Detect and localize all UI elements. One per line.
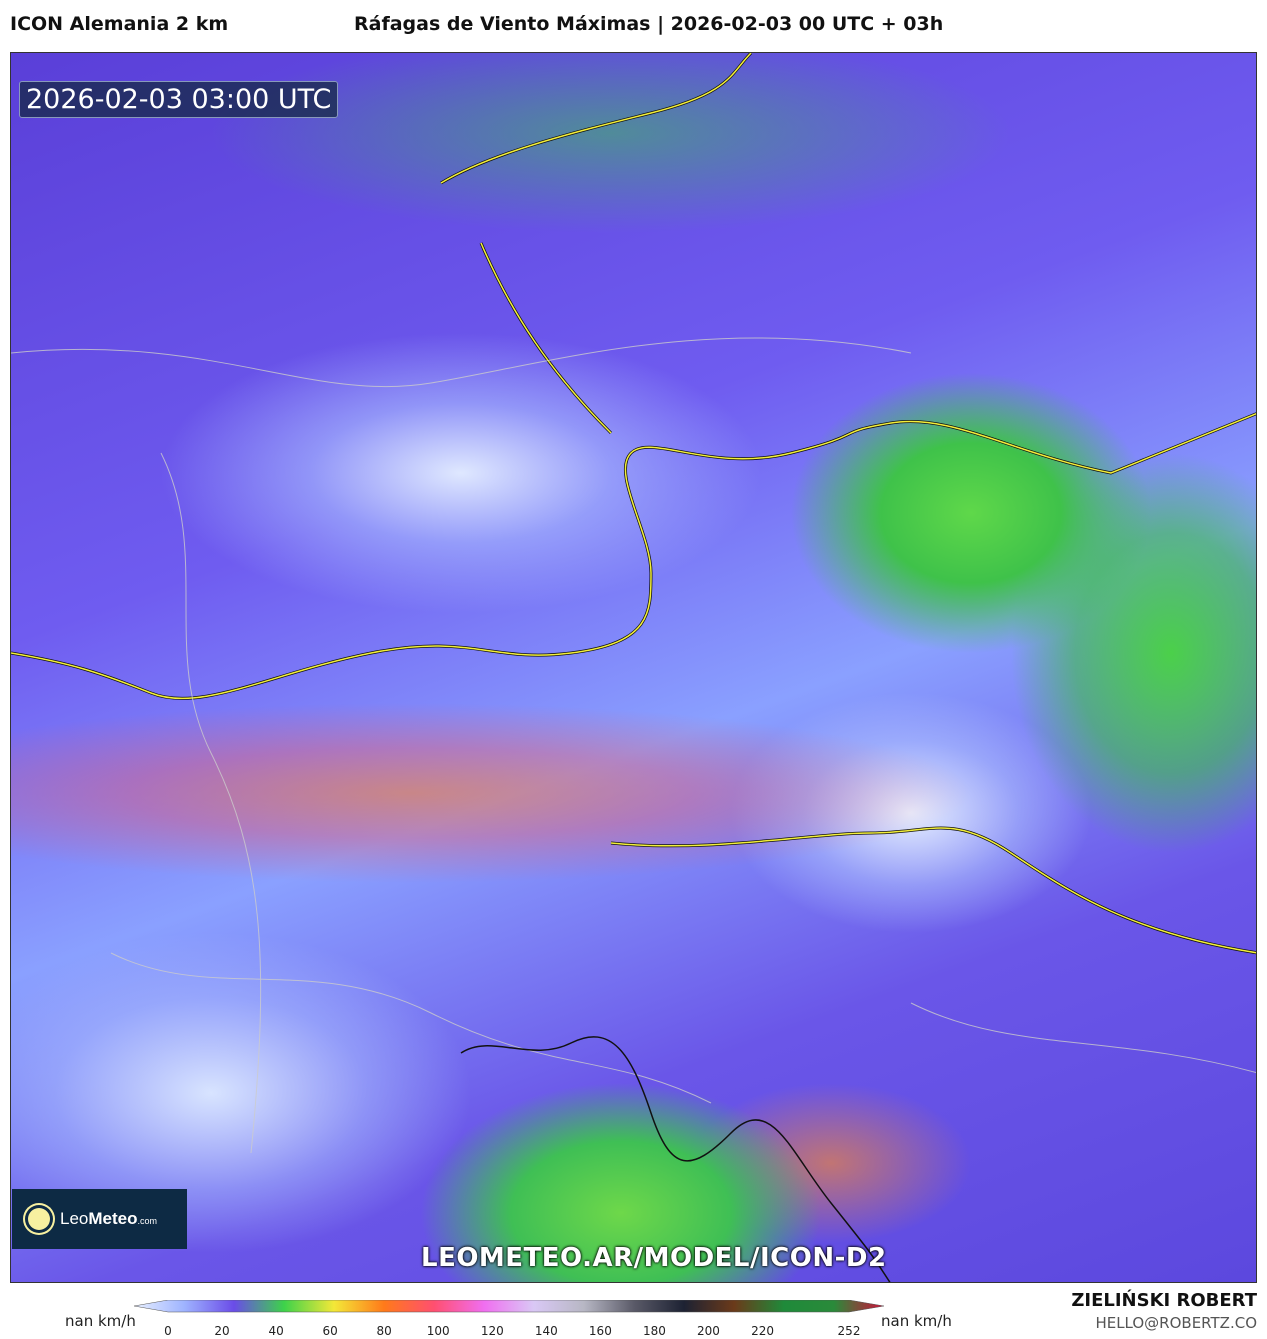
map-title: Ráfagas de Viento Máximas | 2026-02-03 0… (354, 13, 944, 35)
colorbar-tick-label: 200 (697, 1324, 720, 1338)
colorbar-tick-label: 100 (426, 1324, 450, 1338)
unit-right: nan km/h (881, 1312, 952, 1330)
colorbar-gradient (134, 1300, 885, 1313)
model-name: ICON Alemania 2 km (10, 13, 229, 35)
colorbar-tick-label: 140 (534, 1324, 558, 1338)
colorbar-tick-label: 80 (376, 1324, 392, 1338)
leometeo-logo: LeoMeteo.com (12, 1189, 187, 1249)
sun-icon (28, 1208, 50, 1230)
border-line (11, 412, 1256, 700)
colorbar-tick-label: 180 (642, 1324, 666, 1338)
colorbar-tick-label: 120 (480, 1324, 504, 1338)
colorbar-tick-label: 20 (214, 1324, 230, 1338)
border-line (610, 826, 1256, 955)
author-email: HELLO@ROBERTZ.CO (1095, 1314, 1257, 1332)
wind-gust-map: 2026-02-03 03:00 UTC LeoMeteo.com LEOMET… (10, 52, 1257, 1283)
colorbar-tick-label: 40 (268, 1324, 284, 1338)
colorbar-tick-label: 252 (837, 1324, 861, 1338)
watermark-url: LEOMETEO.AR/MODEL/ICON-D2 (421, 1243, 887, 1273)
colorbar (134, 1300, 885, 1313)
colorbar-tick-label: 0 (164, 1324, 172, 1338)
colorbar-tick-label: 60 (322, 1324, 338, 1338)
colorbar-tick-label: 160 (588, 1324, 612, 1338)
unit-left: nan km/h (65, 1312, 136, 1330)
colorbar-tick-label: 220 (751, 1324, 774, 1338)
coastline (460, 1036, 891, 1282)
author-name: ZIELIŃSKI ROBERT (1071, 1290, 1257, 1311)
borders-overlay (11, 53, 1256, 1282)
valid-time-stamp: 2026-02-03 03:00 UTC (19, 81, 339, 118)
